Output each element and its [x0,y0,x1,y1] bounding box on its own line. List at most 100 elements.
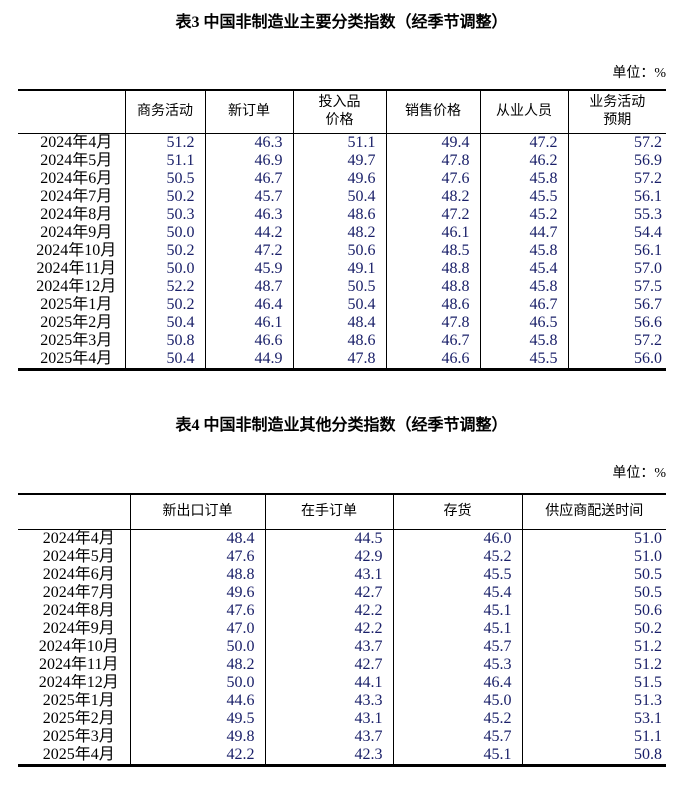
data-cell: 45.7 [392,728,522,746]
period-cell: 2024年9月 [42,620,115,637]
data-cell: 49.7 [292,152,386,170]
data-cell: 42.9 [264,548,393,566]
period-cell: 2025年2月 [42,710,115,727]
data-cell: 50.2 [124,188,205,206]
period-cell: 2024年5月 [42,548,115,565]
data-cell: 46.7 [385,332,480,350]
data-cell: 43.7 [264,638,393,656]
data-cell: 48.2 [385,188,480,206]
table-row: 2024年4月 51.2 46.3 51.1 49.4 47.2 57.2 [18,133,666,152]
data-cell: 56.1 [567,242,666,260]
data-cell: 49.1 [292,260,386,278]
table4-title: 表4 中国非制造业其他分类指数（经季节调整） [175,417,508,434]
data-cell: 42.7 [264,584,393,602]
table-row: 2024年9月 50.0 44.2 48.2 46.1 44.7 54.4 [18,224,666,242]
data-cell: 45.8 [479,278,568,296]
table-row: 2025年4月 50.4 44.9 47.8 46.6 45.5 56.0 [18,350,666,370]
data-cell: 50.8 [521,746,666,766]
period-cell: 2024年4月 [42,530,115,547]
data-cell: 51.3 [521,692,666,710]
data-cell: 46.4 [204,296,293,314]
table-row: 2024年6月 48.8 43.1 45.5 50.5 [18,566,666,584]
table-row: 2024年11月 50.0 45.9 49.1 48.8 45.4 57.0 [18,260,666,278]
table3: 商务活动 新订单 投入品 价格 销售价格 从业人员 业务活动 预期 2024年4… [18,89,666,371]
data-cell: 46.3 [204,206,293,224]
data-cell: 45.8 [479,332,568,350]
table-row: 2025年1月 44.6 43.3 45.0 51.3 [18,692,666,710]
data-cell: 56.7 [567,296,666,314]
data-cell: 50.2 [521,620,666,638]
data-cell: 48.8 [385,278,480,296]
period-cell: 2024年8月 [40,206,113,223]
table4: 新出口订单 在手订单 存货 供应商配送时间 2024年4月 48.4 44.5 46.… [18,493,666,767]
data-cell: 50.4 [124,350,205,370]
data-cell: 50.5 [521,566,666,584]
data-cell: 46.0 [392,529,522,548]
data-cell: 45.8 [479,170,568,188]
data-cell: 57.5 [567,278,666,296]
period-cell: 2024年10月 [36,242,117,259]
period-cell: 2024年6月 [40,170,113,187]
data-cell: 56.0 [567,350,666,370]
data-cell: 48.6 [292,206,386,224]
data-cell: 51.2 [521,656,666,674]
data-cell: 44.2 [204,224,293,242]
table-row: 2024年8月 50.3 46.3 48.6 47.2 45.2 55.3 [18,206,666,224]
data-cell: 42.3 [264,746,393,766]
data-cell: 50.2 [124,242,205,260]
data-cell: 49.5 [129,710,265,728]
data-cell: 46.4 [392,674,522,692]
data-cell: 42.2 [264,602,393,620]
data-cell: 45.8 [479,242,568,260]
data-cell: 48.4 [129,529,265,548]
data-cell: 48.4 [292,314,386,332]
data-cell: 50.0 [129,638,265,656]
data-cell: 51.2 [124,133,205,152]
data-cell: 51.0 [521,529,666,548]
data-cell: 43.1 [264,710,393,728]
data-cell: 47.8 [385,314,480,332]
period-cell: 2024年5月 [40,152,113,169]
period-cell: 2024年6月 [42,566,115,583]
table3-title: 表3 中国非制造业主要分类指数（经季节调整） [175,14,508,31]
data-cell: 50.6 [292,242,386,260]
data-cell: 47.8 [385,152,480,170]
period-cell: 2024年12月 [36,278,117,295]
data-cell: 48.2 [292,224,386,242]
data-cell: 45.2 [479,206,568,224]
period-cell: 2024年9月 [40,224,113,241]
data-cell: 50.0 [124,224,205,242]
data-cell: 45.5 [479,350,568,370]
table-row: 2024年12月 52.2 48.7 50.5 48.8 45.8 57.5 [18,278,666,296]
period-cell: 2025年2月 [40,314,113,331]
data-cell: 47.6 [129,548,265,566]
data-cell: 46.6 [385,350,480,370]
table-row: 2025年3月 50.8 46.6 48.6 46.7 45.8 57.2 [18,332,666,350]
data-cell: 50.5 [292,278,386,296]
data-cell: 42.2 [129,746,265,766]
data-cell: 47.2 [204,242,293,260]
data-cell: 51.0 [521,548,666,566]
data-cell: 50.3 [124,206,205,224]
data-cell: 53.1 [521,710,666,728]
table-row: 2024年6月 50.5 46.7 49.6 47.6 45.8 57.2 [18,170,666,188]
data-cell: 45.2 [392,710,522,728]
table-row: 2025年4月 42.2 42.3 45.1 50.8 [18,746,666,766]
data-cell: 47.2 [479,133,568,152]
table-row: 2025年1月 50.2 46.4 50.4 48.6 46.7 56.7 [18,296,666,314]
data-cell: 57.2 [567,133,666,152]
data-cell: 45.1 [392,746,522,766]
data-cell: 44.7 [479,224,568,242]
data-cell: 45.5 [479,188,568,206]
data-cell: 49.6 [292,170,386,188]
data-cell: 46.3 [204,133,293,152]
data-cell: 49.4 [385,133,480,152]
data-cell: 46.7 [479,296,568,314]
table-row: 2024年12月 50.0 44.1 46.4 51.5 [18,674,666,692]
data-cell: 50.2 [124,296,205,314]
data-cell: 45.2 [392,548,522,566]
data-cell: 48.6 [292,332,386,350]
table4-unit-label: 单位：% [612,466,666,481]
column-header: 销售价格 [385,90,480,134]
column-header: 新订单 [204,90,293,134]
